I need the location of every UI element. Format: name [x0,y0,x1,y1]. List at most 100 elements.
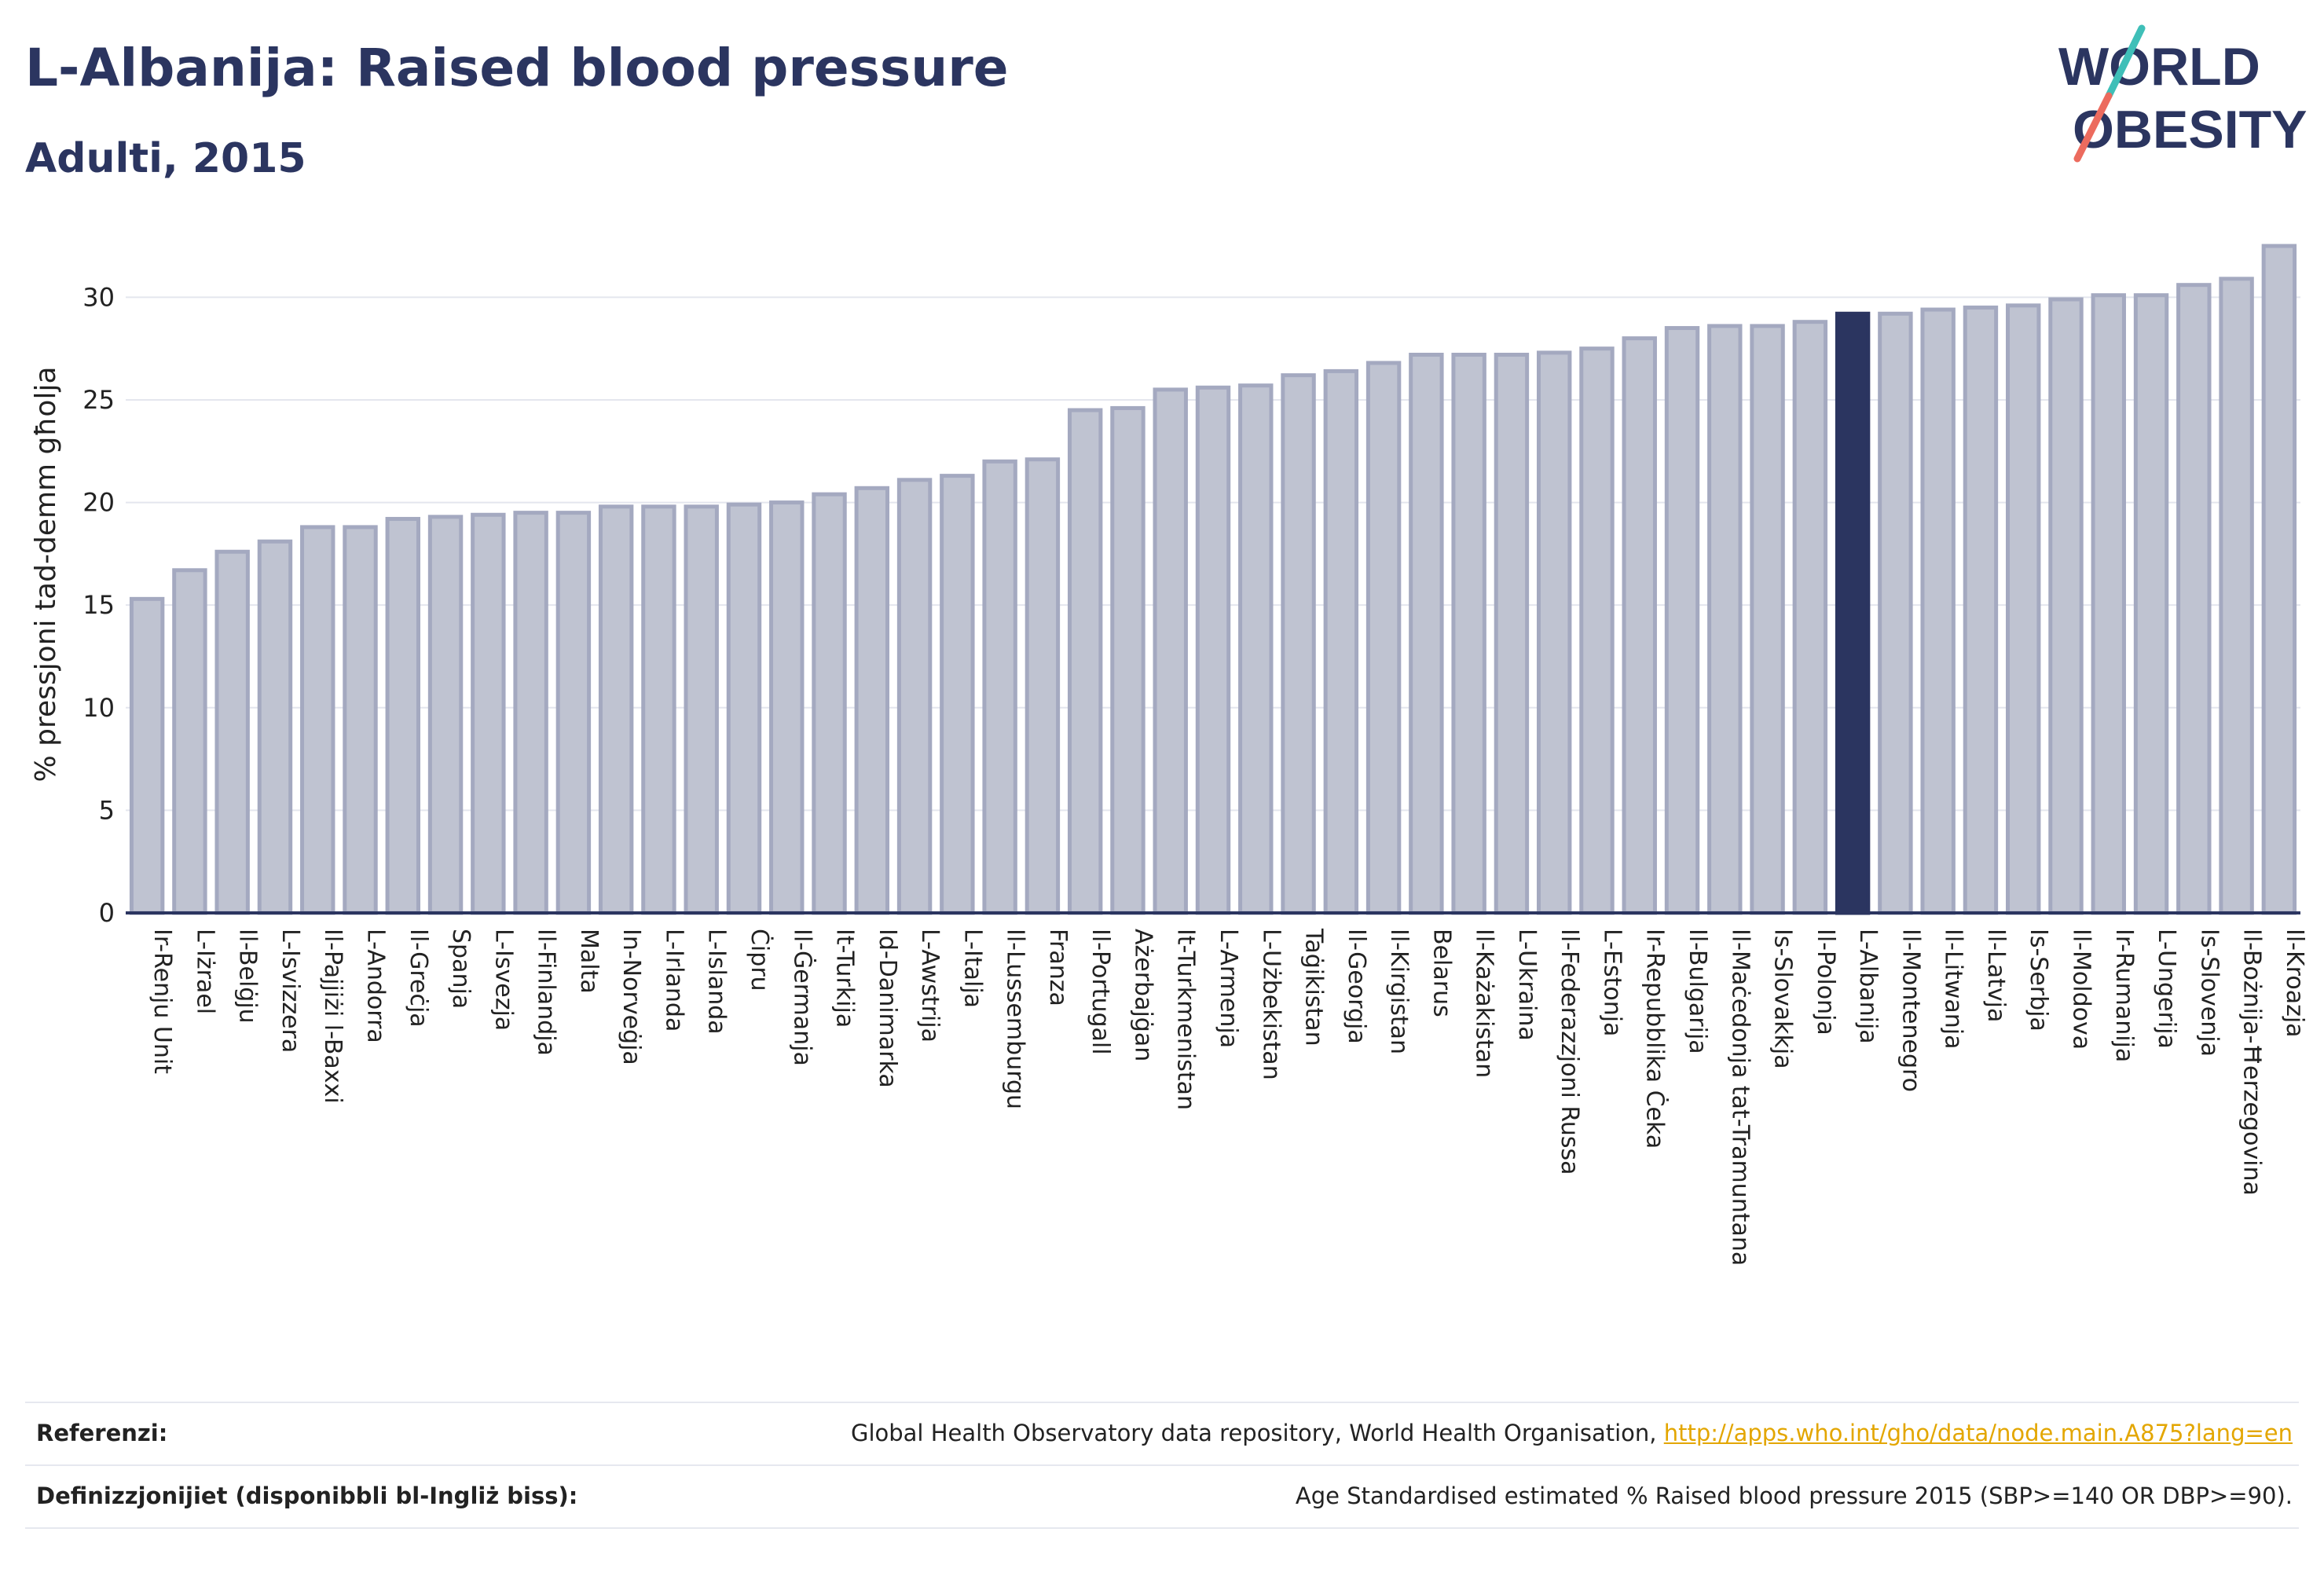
x-tick-label: Il-Belġju [234,929,262,1024]
x-tick-label: L-Estonja [1598,929,1626,1036]
bar [513,511,548,915]
bar [1323,368,1359,915]
bar [940,474,975,915]
y-tick-label: 15 [82,590,115,620]
references-value: Global Health Observatory data repositor… [851,1420,2299,1446]
bar [214,549,250,915]
x-tick-label: Il-Greċja [405,929,432,1028]
x-tick-label: L-Andorra [362,929,390,1043]
x-tick-label: Il-Maċedonja tat-Tramuntana [1726,929,1754,1266]
x-tick-label: L-Islanda [703,929,731,1035]
x-tick-label: It-Turkija [831,929,859,1028]
bar [1281,373,1316,915]
bar [2261,244,2297,915]
x-tick-label: L-Irlanda [660,929,687,1032]
bar [1409,353,1444,915]
x-tick-label: Il-Ġermanja [788,929,817,1066]
bar [172,568,207,915]
x-tick-label: L-Isvizzera [277,929,304,1053]
x-tick-label: Il-Georgja [1343,929,1370,1044]
bar [343,525,378,915]
bar [1622,336,1657,915]
y-tick-label: 5 [99,795,115,825]
bar [129,596,165,915]
x-tick-label: L-Isvezja [489,929,517,1031]
bar [385,516,420,915]
y-tick-label: 30 [82,282,115,312]
bar [982,459,1017,915]
x-tick-label: Il-Moldova [2067,929,2095,1050]
definitions-row: Definizzjonijiet (disponibbli bl-Ingliż … [25,1466,2299,1526]
x-tick-label: Il-Lussemburgu [1002,929,1029,1109]
x-tick-label: L-Iżrael [191,929,218,1014]
x-tick-label: Taġikistan [1300,928,1328,1046]
bar [471,512,506,915]
bar [257,539,293,915]
bar [1792,320,1828,915]
bar [896,478,933,915]
bar [1579,346,1615,915]
bar [1920,307,1956,915]
bar [1365,361,1402,915]
x-tick-label: L-Awstrija [916,929,944,1043]
x-tick-label: Ċipru [746,929,775,991]
bars [129,244,2297,915]
bar [1536,350,1572,915]
bar [2048,297,2084,915]
chart-title: L-Albanija: Raised blood pressure [25,38,1009,98]
x-tick-label: Il-Latvja [1982,929,2010,1022]
bar [427,515,464,915]
x-tick-label: Ir-Rumanija [2110,929,2138,1062]
y-tick-labels: 0 5 10 15 20 25 30 [82,282,115,928]
x-tick-label: L-Ungerija [2153,929,2180,1049]
x-tick-label: Id-Danimarka [874,929,901,1088]
definitions-label: Definizzjonijiet (disponibbli bl-Ingliż … [36,1483,578,1509]
y-tick-label: 0 [99,898,115,928]
references-row: Referenzi: Global Health Observatory dat… [25,1403,2299,1463]
x-tick-label: L-Italja [959,929,986,1008]
bar [300,525,335,915]
references-link[interactable]: http://apps.who.int/gho/data/node.main.A… [1663,1420,2293,1446]
bar [641,504,676,915]
bar [769,500,805,915]
bar [1238,383,1274,915]
bar [1451,353,1486,915]
bar [1878,311,1913,915]
bar [1494,353,1530,915]
x-tick-label: Il-Litwanja [1940,929,1967,1049]
x-tick-label: Is-Slovenja [2195,929,2223,1057]
x-tick-label: Is-Slovakkja [1769,929,1797,1069]
x-tick-label: L-Albanija [1854,929,1882,1044]
x-tick-label: Il-Finlandja [533,929,560,1056]
y-tick-label: 20 [82,488,115,518]
references-text: Global Health Observatory data repositor… [850,1420,1664,1446]
x-tick-label: Il-Portugall [1087,929,1114,1055]
bar [555,511,592,915]
bar [854,486,890,915]
references-label: Referenzi: [36,1420,168,1446]
definitions-value: Age Standardised estimated % Raised bloo… [1295,1483,2293,1509]
x-tick-label: L-Armenja [1215,929,1242,1048]
x-tick-label: Spanja [447,929,475,1009]
x-tick-label: Il-Kroazja [2281,929,2308,1038]
y-tick-label: 10 [82,693,115,723]
bar [2219,277,2254,915]
x-tick-label: It-Turkmenistan [1172,929,1200,1110]
x-tick-label: Ażerbajġan [1129,929,1157,1061]
y-axis-label: % pressjoni tad-demm għolja [30,366,62,782]
bar [598,504,634,915]
bar [726,502,762,915]
x-tick-label: Il-Każakistan [1471,929,1498,1078]
x-tick-label: Is-Serbja [2025,929,2052,1032]
x-tick-label: Belarus [1428,929,1455,1017]
bar-highlighted [1835,311,1871,915]
x-tick-label: Il-Bożnija-Ħerzegovina [2238,929,2266,1196]
bar [812,492,847,915]
x-tick-label: Ir-Repubblika Ċeka [1641,929,1670,1149]
x-tick-label: Il-Federazzjoni Russa [1556,929,1583,1175]
x-tick-label: Il-Bulgarija [1684,929,1711,1054]
x-tick-label: Il-Pajjiżi l-Baxxi [319,929,346,1104]
bar [1664,326,1700,915]
bar [2091,293,2126,915]
bar [1750,324,1785,915]
